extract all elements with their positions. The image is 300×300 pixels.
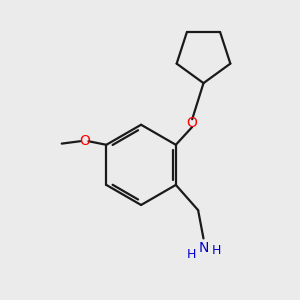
- Text: N: N: [198, 241, 209, 255]
- Text: O: O: [187, 116, 198, 130]
- Text: H: H: [186, 248, 196, 261]
- Text: H: H: [211, 244, 220, 257]
- Text: O: O: [79, 134, 90, 148]
